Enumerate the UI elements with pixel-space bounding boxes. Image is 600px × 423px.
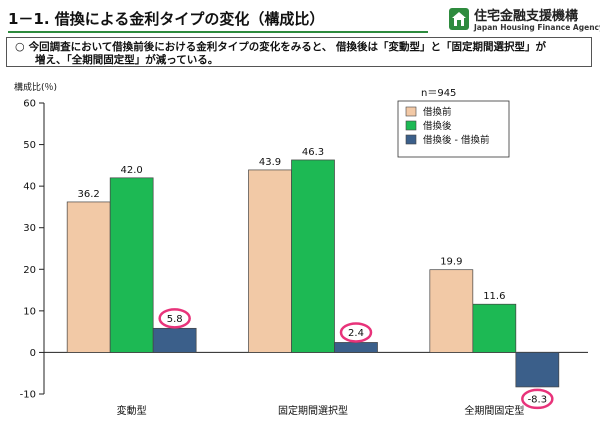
house-logo-icon [449, 8, 469, 30]
bar-before [429, 269, 474, 353]
highlight-ellipse [158, 308, 191, 329]
summary-box: ○ 今回調査において借換前後における金利タイプの変化をみると、 借換後は「変動型」… [6, 37, 592, 67]
bar-difference [334, 342, 378, 353]
bar-difference [515, 352, 560, 388]
y-tick-label: -10 [20, 390, 36, 401]
data-label: 19.9 [440, 257, 462, 268]
y-tick-label: 10 [23, 306, 36, 317]
y-tick-label: 30 [23, 223, 36, 234]
title-underline [8, 31, 428, 33]
page-title: 1－1. 借換による金利タイプの変化（構成比） [8, 10, 325, 28]
y-tick-label: 40 [23, 182, 36, 193]
data-label: -8.3 [528, 394, 548, 405]
legend-label: 借換後 - 借換前 [423, 134, 489, 146]
summary-bullet: ○ [15, 40, 25, 53]
y-axis-label: 構成比(％) [14, 81, 57, 93]
data-label: 11.6 [483, 291, 505, 302]
agency-logo: 住宅金融支援機構 Japan Housing Finance Agency [448, 5, 600, 37]
bar-before [66, 201, 111, 353]
data-label: 2.4 [348, 328, 364, 339]
legend-swatch [405, 134, 417, 145]
legend-label: 借換後 [423, 120, 452, 132]
bar-after [291, 159, 335, 353]
data-label: 43.9 [259, 157, 281, 168]
summary-text-1: 今回調査において借換前後における金利タイプの変化をみると、 借換後は「変動型」と… [28, 41, 547, 53]
logo-name-jp: 住宅金融支援機構 [474, 9, 579, 24]
bar-after [109, 177, 154, 353]
bar-after [472, 303, 517, 353]
data-label: 36.2 [78, 189, 100, 200]
data-label: 46.3 [302, 147, 324, 158]
summary-line-1: ○ 今回調査において借換前後における金利タイプの変化をみると、 借換後は「変動型」… [15, 40, 585, 54]
highlight-ellipse [521, 388, 554, 410]
legend-box [397, 100, 510, 158]
legend-swatch [405, 120, 417, 131]
category-label: 固定期間選択型 [278, 404, 348, 417]
y-tick-label: 20 [23, 265, 36, 276]
category-label: 変動型 [117, 404, 147, 417]
logo-name-en: Japan Housing Finance Agency [474, 23, 600, 32]
data-label: 5.8 [167, 314, 183, 325]
bar-difference [152, 327, 197, 353]
y-tick-label: 0 [30, 348, 36, 359]
category-label: 全期間固定型 [464, 404, 524, 417]
y-tick-label: 60 [23, 99, 36, 110]
highlight-ellipse [339, 322, 373, 343]
sample-size-note: n＝945 [421, 88, 456, 99]
data-label: 42.0 [121, 165, 143, 176]
legend-swatch [405, 106, 417, 117]
summary-line-2: 増え、「全期間固定型」が減っている。 [35, 54, 219, 66]
bar-before [248, 169, 292, 353]
y-tick-label: 50 [23, 140, 36, 151]
legend-label: 借換前 [423, 106, 452, 118]
